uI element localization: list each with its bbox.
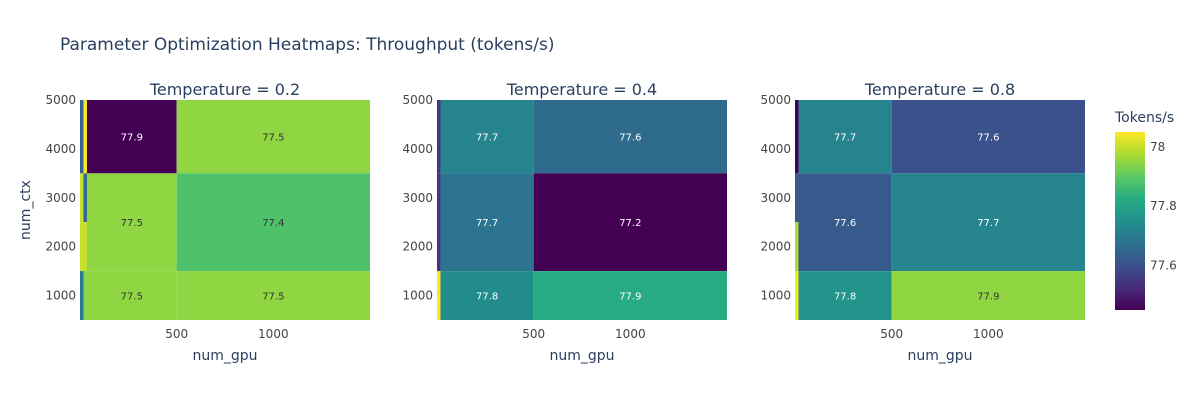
x-tick-label: 1000 (258, 327, 289, 341)
chart-title: Parameter Optimization Heatmaps: Through… (60, 35, 554, 55)
cell-value-label: 77.9 (619, 292, 641, 303)
heatmap-cell (176, 271, 370, 320)
colorbar-tick-label: 78 (1150, 140, 1165, 154)
heatmap-cell (437, 271, 441, 320)
x-axis-label: num_gpu (192, 348, 257, 364)
heatmap-cell (86, 173, 177, 272)
heatmap-cell (83, 271, 87, 320)
heatmap-cell (798, 173, 892, 272)
cell-value-label: 77.5 (121, 292, 143, 303)
heatmap-cell (440, 100, 534, 174)
heatmap-cell (83, 100, 87, 174)
colorbar-gradient (1115, 132, 1145, 310)
heatmap-cell (80, 271, 84, 320)
cell-value-label: 77.8 (476, 292, 498, 303)
cell-value-label: 77.7 (834, 133, 856, 144)
cell-value-label: 77.6 (619, 133, 641, 144)
cell-value-label: 77.7 (476, 218, 498, 229)
cell-value-label: 77.5 (262, 133, 284, 144)
heatmap-cell (440, 271, 534, 320)
colorbar-title: Tokens/s (1114, 110, 1174, 126)
heatmap-cell (533, 173, 727, 272)
heatmap-cell (440, 173, 534, 272)
heatmap-cell (533, 100, 727, 174)
heatmap-cell (795, 271, 799, 320)
y-tick-label: 5000 (760, 93, 791, 107)
y-tick-label: 5000 (402, 93, 433, 107)
heatmap-cell (891, 173, 1085, 272)
x-tick-label: 1000 (973, 327, 1004, 341)
y-tick-label: 3000 (45, 191, 76, 205)
colorbar-tick-label: 77.8 (1150, 199, 1177, 213)
heatmap-cell (86, 271, 177, 320)
x-tick-label: 500 (522, 327, 545, 341)
cell-value-label: 77.7 (977, 218, 999, 229)
y-axis-label: num_ctx (18, 180, 34, 240)
cell-value-label: 77.9 (121, 133, 143, 144)
heatmap-cell (891, 100, 1085, 174)
x-tick-label: 1000 (615, 327, 646, 341)
colorbar-tick-label: 77.6 (1150, 259, 1177, 273)
cell-value-label: 77.6 (977, 133, 999, 144)
y-tick-label: 4000 (402, 142, 433, 156)
panel-subtitle: Temperature = 0.8 (864, 80, 1015, 99)
y-tick-label: 2000 (45, 240, 76, 254)
cell-value-label: 77.2 (619, 218, 641, 229)
x-tick-label: 500 (165, 327, 188, 341)
heatmap-cell (437, 100, 441, 174)
cell-value-label: 77.9 (977, 292, 999, 303)
heatmap-cell (533, 271, 727, 320)
heatmap-cell (80, 100, 84, 174)
heatmap-cell (798, 100, 892, 174)
y-tick-label: 1000 (402, 289, 433, 303)
y-tick-label: 3000 (402, 191, 433, 205)
heatmap-cell (80, 173, 84, 223)
colorbar: Tokens/s 77.6 77.8 78 (1114, 110, 1177, 310)
heatmap-panel-2: 77.7 77.6 77.7 77.2 77.8 77.9 Temperature = 0.… (402, 80, 727, 364)
cell-value-label: 77.6 (834, 218, 856, 229)
heatmap-cell (86, 100, 177, 174)
y-tick-label: 4000 (45, 142, 76, 156)
heatmap-panel-1: 77.9 77.5 77.5 77.4 77.5 77.5 Temperature = 0.… (45, 80, 370, 364)
heatmap-panels: 77.9 77.5 77.5 77.4 77.5 77.5 Temperature = 0.… (45, 80, 1085, 364)
y-tick-label: 1000 (760, 289, 791, 303)
y-tick-label: 5000 (45, 93, 76, 107)
cell-value-label: 77.7 (476, 133, 498, 144)
y-tick-label: 3000 (760, 191, 791, 205)
heatmap-cell (83, 173, 87, 223)
y-tick-label: 2000 (402, 240, 433, 254)
cell-value-label: 77.4 (262, 218, 284, 229)
y-tick-label: 4000 (760, 142, 791, 156)
heatmap-panel-3: 77.7 77.6 77.6 77.7 77.8 77.9 Temperature = 0.… (760, 80, 1085, 364)
cell-value-label: 77.5 (262, 292, 284, 303)
panel-subtitle: Temperature = 0.2 (149, 80, 300, 99)
cell-value-label: 77.8 (834, 292, 856, 303)
heatmap-cell (176, 100, 370, 174)
heatmap-cell (176, 173, 370, 272)
x-tick-label: 500 (880, 327, 903, 341)
heatmap-cell (795, 100, 799, 174)
y-tick-label: 1000 (45, 289, 76, 303)
heatmap-cell (437, 173, 441, 272)
heatmap-cell (891, 271, 1085, 320)
x-axis-label: num_gpu (907, 348, 972, 364)
cell-value-label: 77.5 (121, 218, 143, 229)
heatmap-cell (795, 222, 799, 272)
y-tick-label: 2000 (760, 240, 791, 254)
heatmap-cell (795, 173, 799, 223)
heatmap-cell (798, 271, 892, 320)
panel-subtitle: Temperature = 0.4 (506, 80, 657, 99)
x-axis-label: num_gpu (549, 348, 614, 364)
heatmap-cell (80, 222, 87, 272)
